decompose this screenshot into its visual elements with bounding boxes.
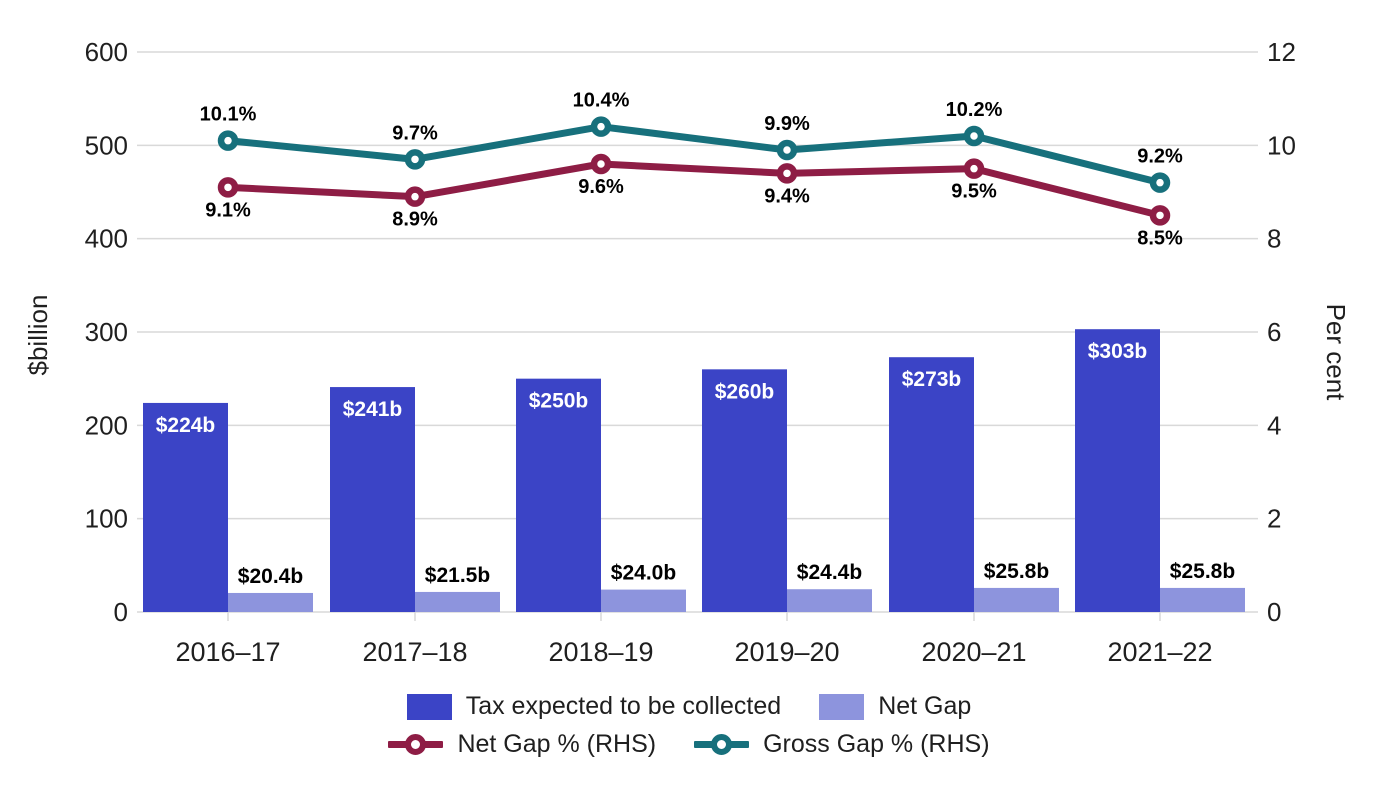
x-axis-category-label: 2017–18 bbox=[362, 637, 467, 667]
gross-gap-line bbox=[224, 123, 1164, 187]
tax-expected-bar-label: $224b bbox=[156, 414, 216, 437]
line-point-marker bbox=[1149, 172, 1171, 193]
x-axis-category-label: 2021–22 bbox=[1107, 637, 1212, 667]
tax-expected-bar-label: $303b bbox=[1088, 340, 1148, 363]
tax-expected-bar-label: $260b bbox=[715, 380, 775, 403]
tax-expected-bar-label: $250b bbox=[529, 390, 589, 413]
tax-expected-bar bbox=[702, 369, 787, 612]
net-gap-bar bbox=[787, 589, 872, 612]
chart-plot-area: 0 0 100 2 200 4 300 6 400 8 500 10 600 12 2016–17 2017–… bbox=[23, 37, 1351, 667]
line-point-marker bbox=[776, 139, 798, 161]
legend-label-net-gap: Net Gap bbox=[878, 692, 972, 720]
line-point-label: 10.1% bbox=[200, 104, 257, 126]
line-point-label: 9.2% bbox=[1137, 146, 1183, 168]
left-axis-tick-label: 500 bbox=[85, 130, 128, 160]
legend-label-net-gap-pct: Net Gap % (RHS) bbox=[457, 730, 657, 758]
line-point-label: 8.9% bbox=[392, 209, 438, 231]
net-gap-swatch-icon bbox=[819, 693, 865, 720]
right-axis-title: Per cent bbox=[1321, 304, 1351, 402]
gross-gap-pct-line-marker-icon bbox=[694, 732, 750, 757]
line-point-label: 9.9% bbox=[764, 113, 810, 135]
tax-expected-bar bbox=[1075, 329, 1160, 612]
tax-expected-bar bbox=[143, 402, 228, 612]
legend-item-net-gap: Net Gap bbox=[819, 692, 971, 721]
line-point-marker bbox=[1149, 205, 1171, 226]
legend-row-lines: Net Gap % (RHS) Gross Gap % (RHS) bbox=[388, 730, 990, 759]
line-point-label: 9.5% bbox=[951, 181, 997, 203]
legend-item-gross-gap-pct: Gross Gap % (RHS) bbox=[694, 730, 990, 759]
net-gap-pct-line-marker-icon bbox=[388, 732, 444, 757]
line-point-marker bbox=[404, 186, 426, 207]
left-axis-tick-label: 100 bbox=[85, 504, 128, 534]
line-point-label: 10.2% bbox=[946, 99, 1003, 121]
net-gap-line bbox=[224, 160, 1164, 219]
line-point-label: 9.1% bbox=[205, 199, 251, 221]
net-gap-bar bbox=[1160, 587, 1245, 612]
tax-expected-bar-label: $241b bbox=[343, 398, 403, 421]
tax-expected-bar-label: $273b bbox=[902, 368, 962, 391]
right-axis-tick-label: 0 bbox=[1267, 597, 1281, 627]
line-point-label: 9.6% bbox=[578, 176, 624, 198]
line-point-marker bbox=[776, 163, 798, 184]
x-axis-category-label: 2019–20 bbox=[734, 637, 839, 667]
line-point-marker bbox=[590, 116, 612, 137]
line-point-marker bbox=[404, 149, 426, 170]
legend-row-bars: Tax expected to be collected Net Gap bbox=[406, 692, 971, 721]
legend-item-tax-expected: Tax expected to be collected bbox=[406, 692, 782, 721]
right-axis-tick-label: 4 bbox=[1267, 410, 1281, 440]
left-axis-tick-label: 400 bbox=[85, 224, 128, 254]
legend-label-tax-expected: Tax expected to be collected bbox=[465, 692, 782, 720]
legend-item-net-gap-pct: Net Gap % (RHS) bbox=[388, 730, 656, 759]
legend-label-gross-gap-pct: Gross Gap % (RHS) bbox=[763, 730, 990, 758]
x-axis-category-label: 2020–21 bbox=[921, 637, 1026, 667]
left-axis-tick-label: 0 bbox=[114, 597, 128, 627]
tax-expected-bar bbox=[330, 387, 415, 612]
left-axis-title: $billion bbox=[23, 295, 53, 376]
net-gap-bar bbox=[601, 589, 686, 612]
tax-expected-swatch-icon bbox=[406, 693, 452, 720]
net-gap-bar-label: $21.5b bbox=[425, 564, 490, 587]
line-point-label: 9.7% bbox=[392, 122, 438, 144]
left-axis-tick-label: 200 bbox=[85, 410, 128, 440]
line-point-label: 9.4% bbox=[764, 185, 810, 207]
left-axis-tick-label: 600 bbox=[85, 37, 128, 67]
tax-expected-bar bbox=[516, 378, 601, 612]
line-point-label: 8.5% bbox=[1137, 227, 1183, 249]
tax-expected-bar bbox=[889, 357, 974, 612]
net-gap-bar bbox=[228, 592, 313, 612]
line-point-marker bbox=[590, 153, 612, 175]
right-axis-tick-label: 12 bbox=[1267, 37, 1296, 67]
x-axis-category-label: 2016–17 bbox=[175, 637, 280, 667]
right-axis-tick-label: 10 bbox=[1267, 130, 1296, 160]
net-gap-bar bbox=[974, 587, 1059, 612]
line-point-marker bbox=[217, 130, 239, 151]
net-gap-bar-label: $25.8b bbox=[984, 560, 1049, 583]
net-gap-bar-label: $24.0b bbox=[611, 562, 676, 585]
x-axis-category-label: 2018–19 bbox=[548, 637, 653, 667]
net-gap-bar-label: $20.4b bbox=[238, 565, 303, 588]
right-axis-tick-label: 2 bbox=[1267, 504, 1281, 534]
line-point-marker bbox=[963, 158, 985, 179]
right-axis-tick-label: 6 bbox=[1267, 317, 1281, 347]
left-axis-tick-label: 300 bbox=[85, 317, 128, 347]
right-axis-tick-label: 8 bbox=[1267, 224, 1281, 254]
net-gap-bar-label: $25.8b bbox=[1170, 560, 1235, 583]
net-gap-bar bbox=[415, 591, 500, 612]
line-point-marker bbox=[963, 125, 985, 147]
chart-legend: Tax expected to be collected Net Gap Net… bbox=[0, 692, 1378, 759]
net-gap-bar-label: $24.4b bbox=[797, 561, 862, 584]
line-point-label: 10.4% bbox=[573, 90, 630, 112]
line-point-marker bbox=[217, 177, 239, 198]
